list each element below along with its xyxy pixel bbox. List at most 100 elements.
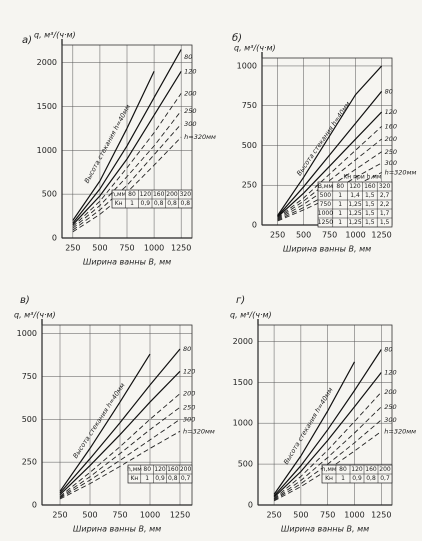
series-line — [72, 71, 155, 221]
y-axis-label: q, м³/(ч·м) — [234, 44, 276, 53]
table-cell: 0,7 — [181, 475, 191, 482]
table-cell: 1,5 — [380, 219, 390, 226]
table-cell: 1 — [338, 201, 342, 208]
series-label: 80 — [184, 53, 192, 61]
x-tick-label: 750 — [119, 244, 134, 253]
x-tick-label: 250 — [270, 231, 285, 240]
x-tick-label: 750 — [320, 511, 335, 520]
series-label: 250 — [384, 403, 396, 411]
table-cell: 500 — [320, 192, 332, 199]
y-tick-label: 1500 — [233, 378, 253, 387]
series-label: 120 — [184, 67, 196, 75]
y-tick-label: 500 — [238, 460, 253, 469]
x-tick-label: 1000 — [345, 231, 365, 240]
plot-frame — [61, 44, 193, 239]
x-tick-label: 500 — [296, 231, 311, 240]
table-cell: 1 — [130, 200, 134, 207]
table-cell: 1,25 — [348, 210, 362, 217]
series-label: 120 — [384, 368, 396, 376]
series-line — [277, 65, 383, 216]
y-tick-label: 250 — [242, 181, 257, 190]
x-tick-label: 250 — [65, 244, 80, 253]
series-line — [59, 370, 181, 496]
x-axis-label: Ширина ванны B, мм — [73, 525, 161, 534]
y-axis-label: q, м³/(ч·м) — [34, 31, 76, 40]
series-label: 80 — [183, 345, 191, 353]
table-cell: 1,25 — [348, 201, 362, 208]
x-tick-label: 500 — [82, 511, 97, 520]
table-cell: 1 — [338, 192, 342, 199]
series-line — [273, 349, 382, 497]
plot-frame — [41, 324, 193, 506]
y-tick-label: 2000 — [37, 58, 57, 67]
series-line — [59, 353, 151, 492]
table-cell: 0,7 — [380, 475, 390, 482]
series-label: 200 — [384, 388, 396, 396]
table-caption: Kн при h,мм — [343, 174, 381, 181]
panel-title: а) — [22, 35, 32, 46]
series-label: 120 — [385, 108, 397, 116]
table-cell: h,мм — [111, 191, 126, 198]
series-label: h=320мм — [385, 169, 417, 177]
table-cell: 120 — [349, 183, 361, 190]
x-tick-label: 1000 — [144, 244, 164, 253]
table-cell: 320 — [180, 191, 192, 198]
table-cell: 80 — [143, 466, 151, 473]
table-cell: 0,8 — [181, 200, 191, 207]
series-line — [59, 430, 181, 500]
y-tick-label: 1500 — [37, 102, 57, 111]
series-label: 80 — [385, 87, 393, 95]
y-tick-label: 500 — [242, 141, 257, 150]
x-axis-label: Ширина ванны B, мм — [283, 245, 371, 254]
x-tick-label: 1000 — [344, 511, 364, 520]
y-tick-label: 500 — [22, 415, 37, 424]
series-line — [273, 361, 356, 495]
y-tick-label: 1000 — [233, 419, 253, 428]
y-tick-label: 500 — [42, 190, 57, 199]
table-cell: 200 — [166, 191, 178, 198]
table-cell: 1 — [338, 210, 342, 217]
series-line — [277, 91, 383, 217]
y-tick-label: 0 — [52, 234, 57, 243]
table-cell: Kн — [115, 200, 123, 207]
series-line — [273, 431, 382, 502]
x-tick-label: 1000 — [140, 511, 160, 520]
panel-title: б) — [232, 32, 242, 44]
x-tick-label: 500 — [293, 511, 308, 520]
series-label: h=320мм — [384, 427, 416, 435]
table-cell: 80 — [339, 466, 347, 473]
x-tick-label: 250 — [52, 511, 67, 520]
table-cell: 1,4 — [350, 192, 360, 199]
table-cell: B,мм — [318, 183, 333, 190]
table-cell: 80 — [128, 191, 136, 198]
series-label: 160 — [385, 122, 397, 130]
table-cell: 120 — [154, 466, 166, 473]
series-line — [277, 111, 383, 218]
series-line — [72, 70, 182, 226]
table-cell: 0,9 — [141, 200, 151, 207]
table-cell: 1 — [145, 475, 149, 482]
series-line — [72, 123, 182, 231]
table-cell: 1,5 — [365, 201, 375, 208]
x-tick-label: 1250 — [171, 244, 191, 253]
y-tick-label: 0 — [252, 221, 257, 230]
table-cell: 0,9 — [352, 475, 362, 482]
y-axis-label: q, м³/(ч·м) — [230, 311, 272, 320]
series-label: Высота стекания h=40мм — [282, 386, 335, 466]
table-cell: 0,8 — [168, 475, 178, 482]
table-cell: 1,25 — [348, 219, 362, 226]
series-label: h=320мм — [184, 133, 216, 141]
table-cell: 750 — [320, 201, 332, 208]
table-cell: h,мм — [322, 466, 337, 473]
table-cell: 1 — [341, 475, 345, 482]
series-label: 250 — [385, 148, 397, 156]
table-frame — [317, 181, 393, 228]
series-line — [59, 393, 181, 497]
series-label: 200 — [183, 390, 195, 398]
series-label: 250 — [183, 403, 195, 411]
series-label: 120 — [183, 367, 195, 375]
series-label: 300 — [385, 159, 397, 167]
y-tick-label: 250 — [22, 458, 37, 467]
table-cell: 2,2 — [380, 201, 390, 208]
